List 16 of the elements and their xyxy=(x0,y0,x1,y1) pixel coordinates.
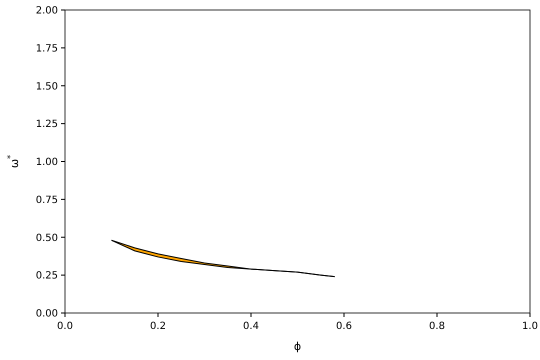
x-tick-label: 0.8 xyxy=(429,321,445,332)
x-tick-label: 0.4 xyxy=(243,321,259,332)
x-tick-label: 0.0 xyxy=(57,321,73,332)
y-tick-label: 1.50 xyxy=(36,81,58,92)
y-tick-label: 0.00 xyxy=(36,308,58,320)
x-tick-label: 1.0 xyxy=(522,321,538,332)
x-tick-label: 0.6 xyxy=(336,321,352,332)
x-axis-title: ϕ xyxy=(294,340,302,353)
y-tick-label: 0.25 xyxy=(36,270,58,282)
x-tick-label: 0.2 xyxy=(150,321,166,332)
y-tick-label: 1.25 xyxy=(36,119,58,130)
y-tick-label: 2.00 xyxy=(36,6,58,16)
y-tick-label: 1.75 xyxy=(36,43,58,54)
y-tick-label: 0.50 xyxy=(36,232,58,244)
y-tick-label: 1.00 xyxy=(36,157,58,168)
y-tick-label: 0.75 xyxy=(36,194,58,206)
